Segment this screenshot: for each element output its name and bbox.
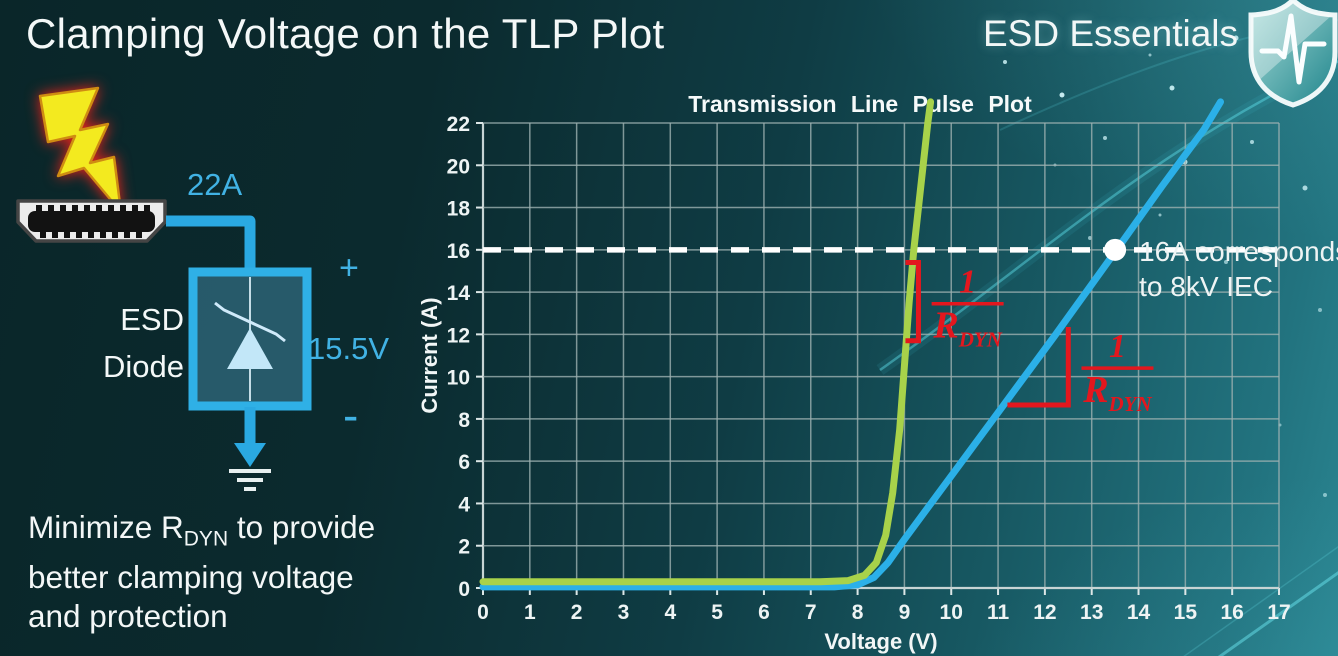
svg-text:16: 16 [447,240,470,263]
polarity-minus-label: - [343,389,359,441]
svg-text:15: 15 [1174,601,1198,624]
svg-text:18: 18 [447,198,471,221]
swoosh-corner-2 [1183,546,1338,656]
svg-text:7: 7 [805,601,817,624]
swoosh-corner [1217,571,1338,656]
svg-text:3: 3 [618,601,630,624]
svg-text:10: 10 [940,601,963,624]
svg-text:12: 12 [447,324,470,347]
polarity-plus-label: + [339,249,359,287]
svg-text:0: 0 [477,601,489,624]
svg-text:6: 6 [458,451,470,474]
svg-text:RDYN: RDYN [1082,369,1152,416]
svg-text:1: 1 [959,264,976,301]
svg-text:Voltage (V): Voltage (V) [824,629,937,654]
svg-text:2: 2 [571,601,583,624]
surge-current-label: 22A [187,167,243,202]
note-line-1: Minimize RDYN to provide [28,509,376,551]
surge-wire [166,215,256,272]
svg-text:0: 0 [458,578,470,601]
svg-text:1: 1 [1109,328,1126,365]
svg-text:17: 17 [1267,601,1290,624]
svg-text:11: 11 [987,601,1010,624]
svg-text:8: 8 [852,601,864,624]
shield-pulse-icon [1248,0,1338,108]
svg-text:20: 20 [447,155,470,178]
svg-text:16A corresponds: 16A corresponds [1139,236,1338,267]
zener-diode-symbol [214,301,286,369]
svg-text:14: 14 [447,282,471,305]
ground-branch [229,407,271,491]
svg-text:2: 2 [458,536,470,559]
rdyn-subscript: DYN [183,527,229,551]
svg-text:9: 9 [899,601,911,624]
esd-diode-label-line1: ESD [120,302,184,337]
pulse-line-icon [1259,13,1327,85]
takeaway-note: Minimize RDYN to provide better clamping… [28,508,375,636]
svg-text:RDYN: RDYN [932,305,1002,352]
page-title: Clamping Voltage on the TLP Plot [26,10,665,57]
svg-text:to 8kV IEC: to 8kV IEC [1139,271,1273,302]
arrow-down-icon [234,443,266,467]
svg-text:13: 13 [1080,601,1103,624]
note-line-2: better clamping voltage [28,559,354,596]
brand-name: ESD Essentials [983,13,1238,54]
lightning-bolt-icon [38,86,123,214]
hdmi-connector-icon [16,199,167,243]
note-line-3: and protection [28,598,228,635]
svg-text:1: 1 [524,601,536,624]
ground-symbol-icon [229,469,271,491]
svg-text:Transmission Line Pulse Plot: Transmission Line Pulse Plot [688,91,1032,117]
svg-text:8: 8 [458,409,470,432]
svg-text:4: 4 [664,601,676,624]
clamp-voltage-label: 15.5V [308,331,390,366]
svg-text:22: 22 [447,113,470,136]
svg-text:12: 12 [1033,601,1056,624]
svg-text:16: 16 [1220,601,1243,624]
svg-text:14: 14 [1127,601,1151,624]
esd-diode-label: ESD Diode [58,296,184,390]
svg-text:Current (A): Current (A) [417,297,442,413]
esd-diode-box [188,267,312,411]
svg-text:6: 6 [758,601,770,624]
svg-text:10: 10 [447,367,470,390]
svg-text:4: 4 [458,493,470,516]
esd-diode-label-line2: Diode [103,349,184,384]
svg-text:5: 5 [711,601,723,624]
